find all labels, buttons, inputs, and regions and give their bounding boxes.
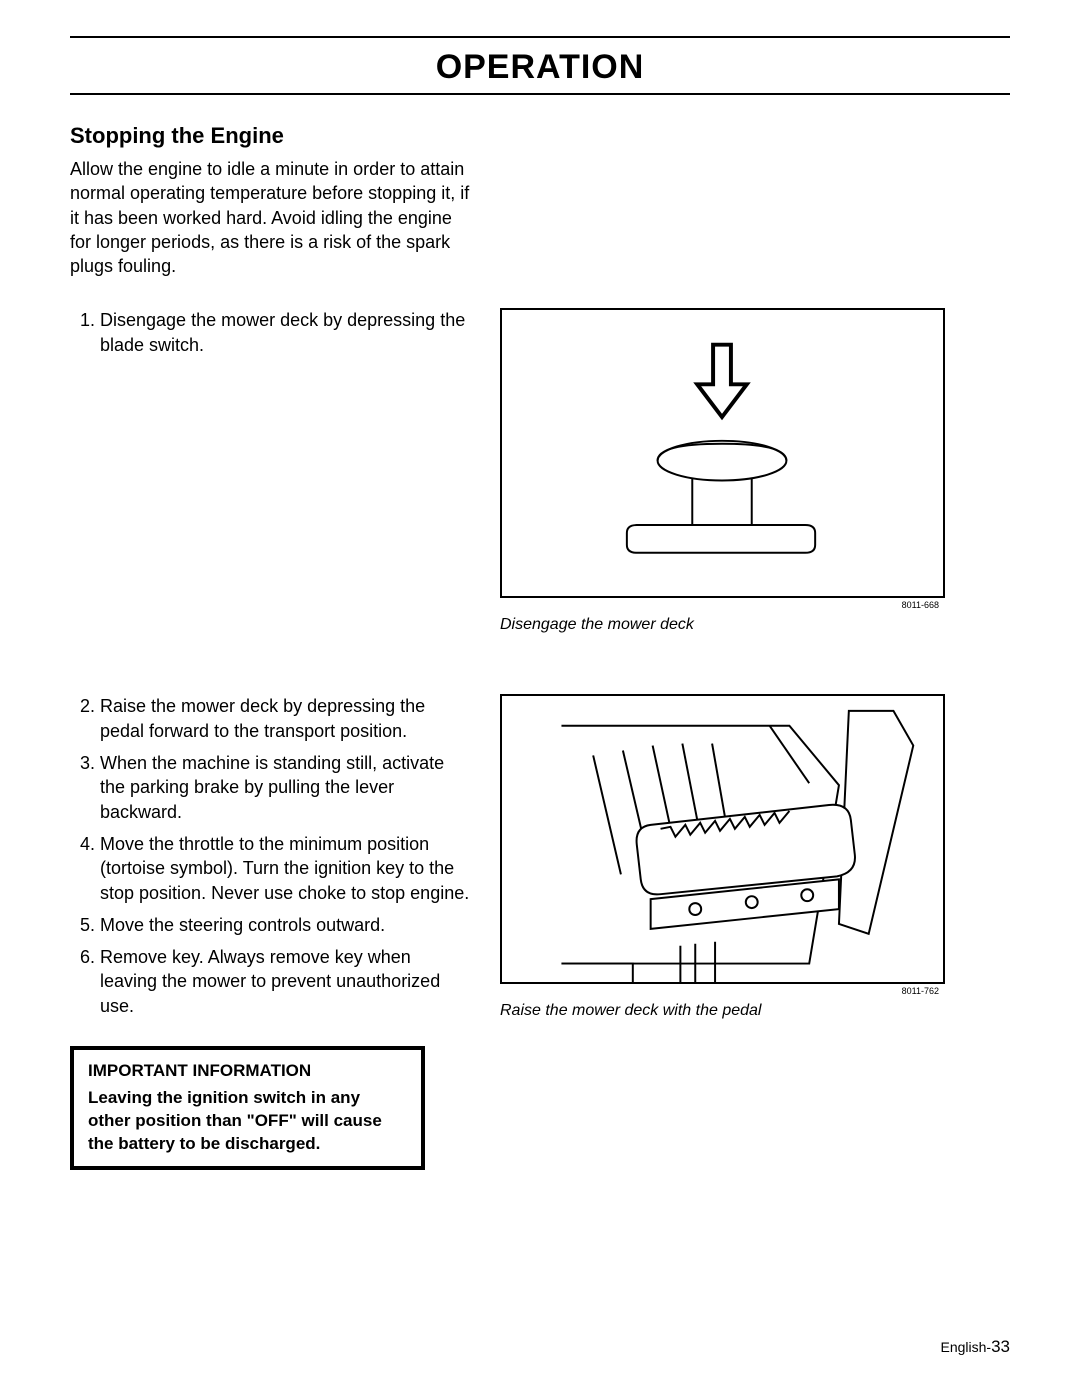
step-1: Disengage the mower deck by depressing t… xyxy=(100,308,470,357)
figure-2-id: 8011-762 xyxy=(902,986,939,996)
blade-switch-illustration xyxy=(502,310,943,597)
figure-2-caption: Raise the mower deck with the pedal xyxy=(500,1002,1010,1020)
step-6: Remove key. Always remove key when leavi… xyxy=(100,945,470,1018)
important-box: IMPORTANT INFORMATION Leaving the igniti… xyxy=(70,1046,425,1170)
page-footer: English-33 xyxy=(940,1337,1010,1357)
figure-2: 8011-762 xyxy=(500,694,945,984)
figure-1-wrap: 8011-668 Disengage the mower deck xyxy=(500,308,1010,634)
step-2: Raise the mower deck by depressing the p… xyxy=(100,694,470,743)
page: OPERATION Stopping the Engine Allow the … xyxy=(0,0,1080,1397)
footer-label: English- xyxy=(940,1339,991,1355)
intro-paragraph: Allow the engine to idle a minute in ord… xyxy=(70,157,470,278)
step-4: Move the throttle to the minimum positio… xyxy=(100,832,470,905)
rule-bottom xyxy=(70,93,1010,95)
section-title: Stopping the Engine xyxy=(70,123,1010,149)
figure-2-wrap: 8011-762 Raise the mower deck with the p… xyxy=(500,694,1010,1020)
step-3: When the machine is standing still, acti… xyxy=(100,751,470,824)
figure-1-caption: Disengage the mower deck xyxy=(500,616,1010,634)
steps-b: Raise the mower deck by depressing the p… xyxy=(70,694,470,1169)
pedal-illustration xyxy=(502,696,943,983)
important-header: IMPORTANT INFORMATION xyxy=(88,1060,407,1083)
page-title: OPERATION xyxy=(70,48,1010,87)
step-5: Move the steering controls outward. xyxy=(100,913,470,937)
figure-1-id: 8011-668 xyxy=(902,600,939,610)
footer-page-number: 33 xyxy=(991,1337,1010,1356)
rule-top xyxy=(70,36,1010,38)
figure-1: 8011-668 xyxy=(500,308,945,598)
important-body: Leaving the ignition switch in any other… xyxy=(88,1087,407,1156)
row-2: Raise the mower deck by depressing the p… xyxy=(70,694,1010,1169)
steps-a: Disengage the mower deck by depressing t… xyxy=(70,308,470,365)
row-1: Disengage the mower deck by depressing t… xyxy=(70,308,1010,634)
